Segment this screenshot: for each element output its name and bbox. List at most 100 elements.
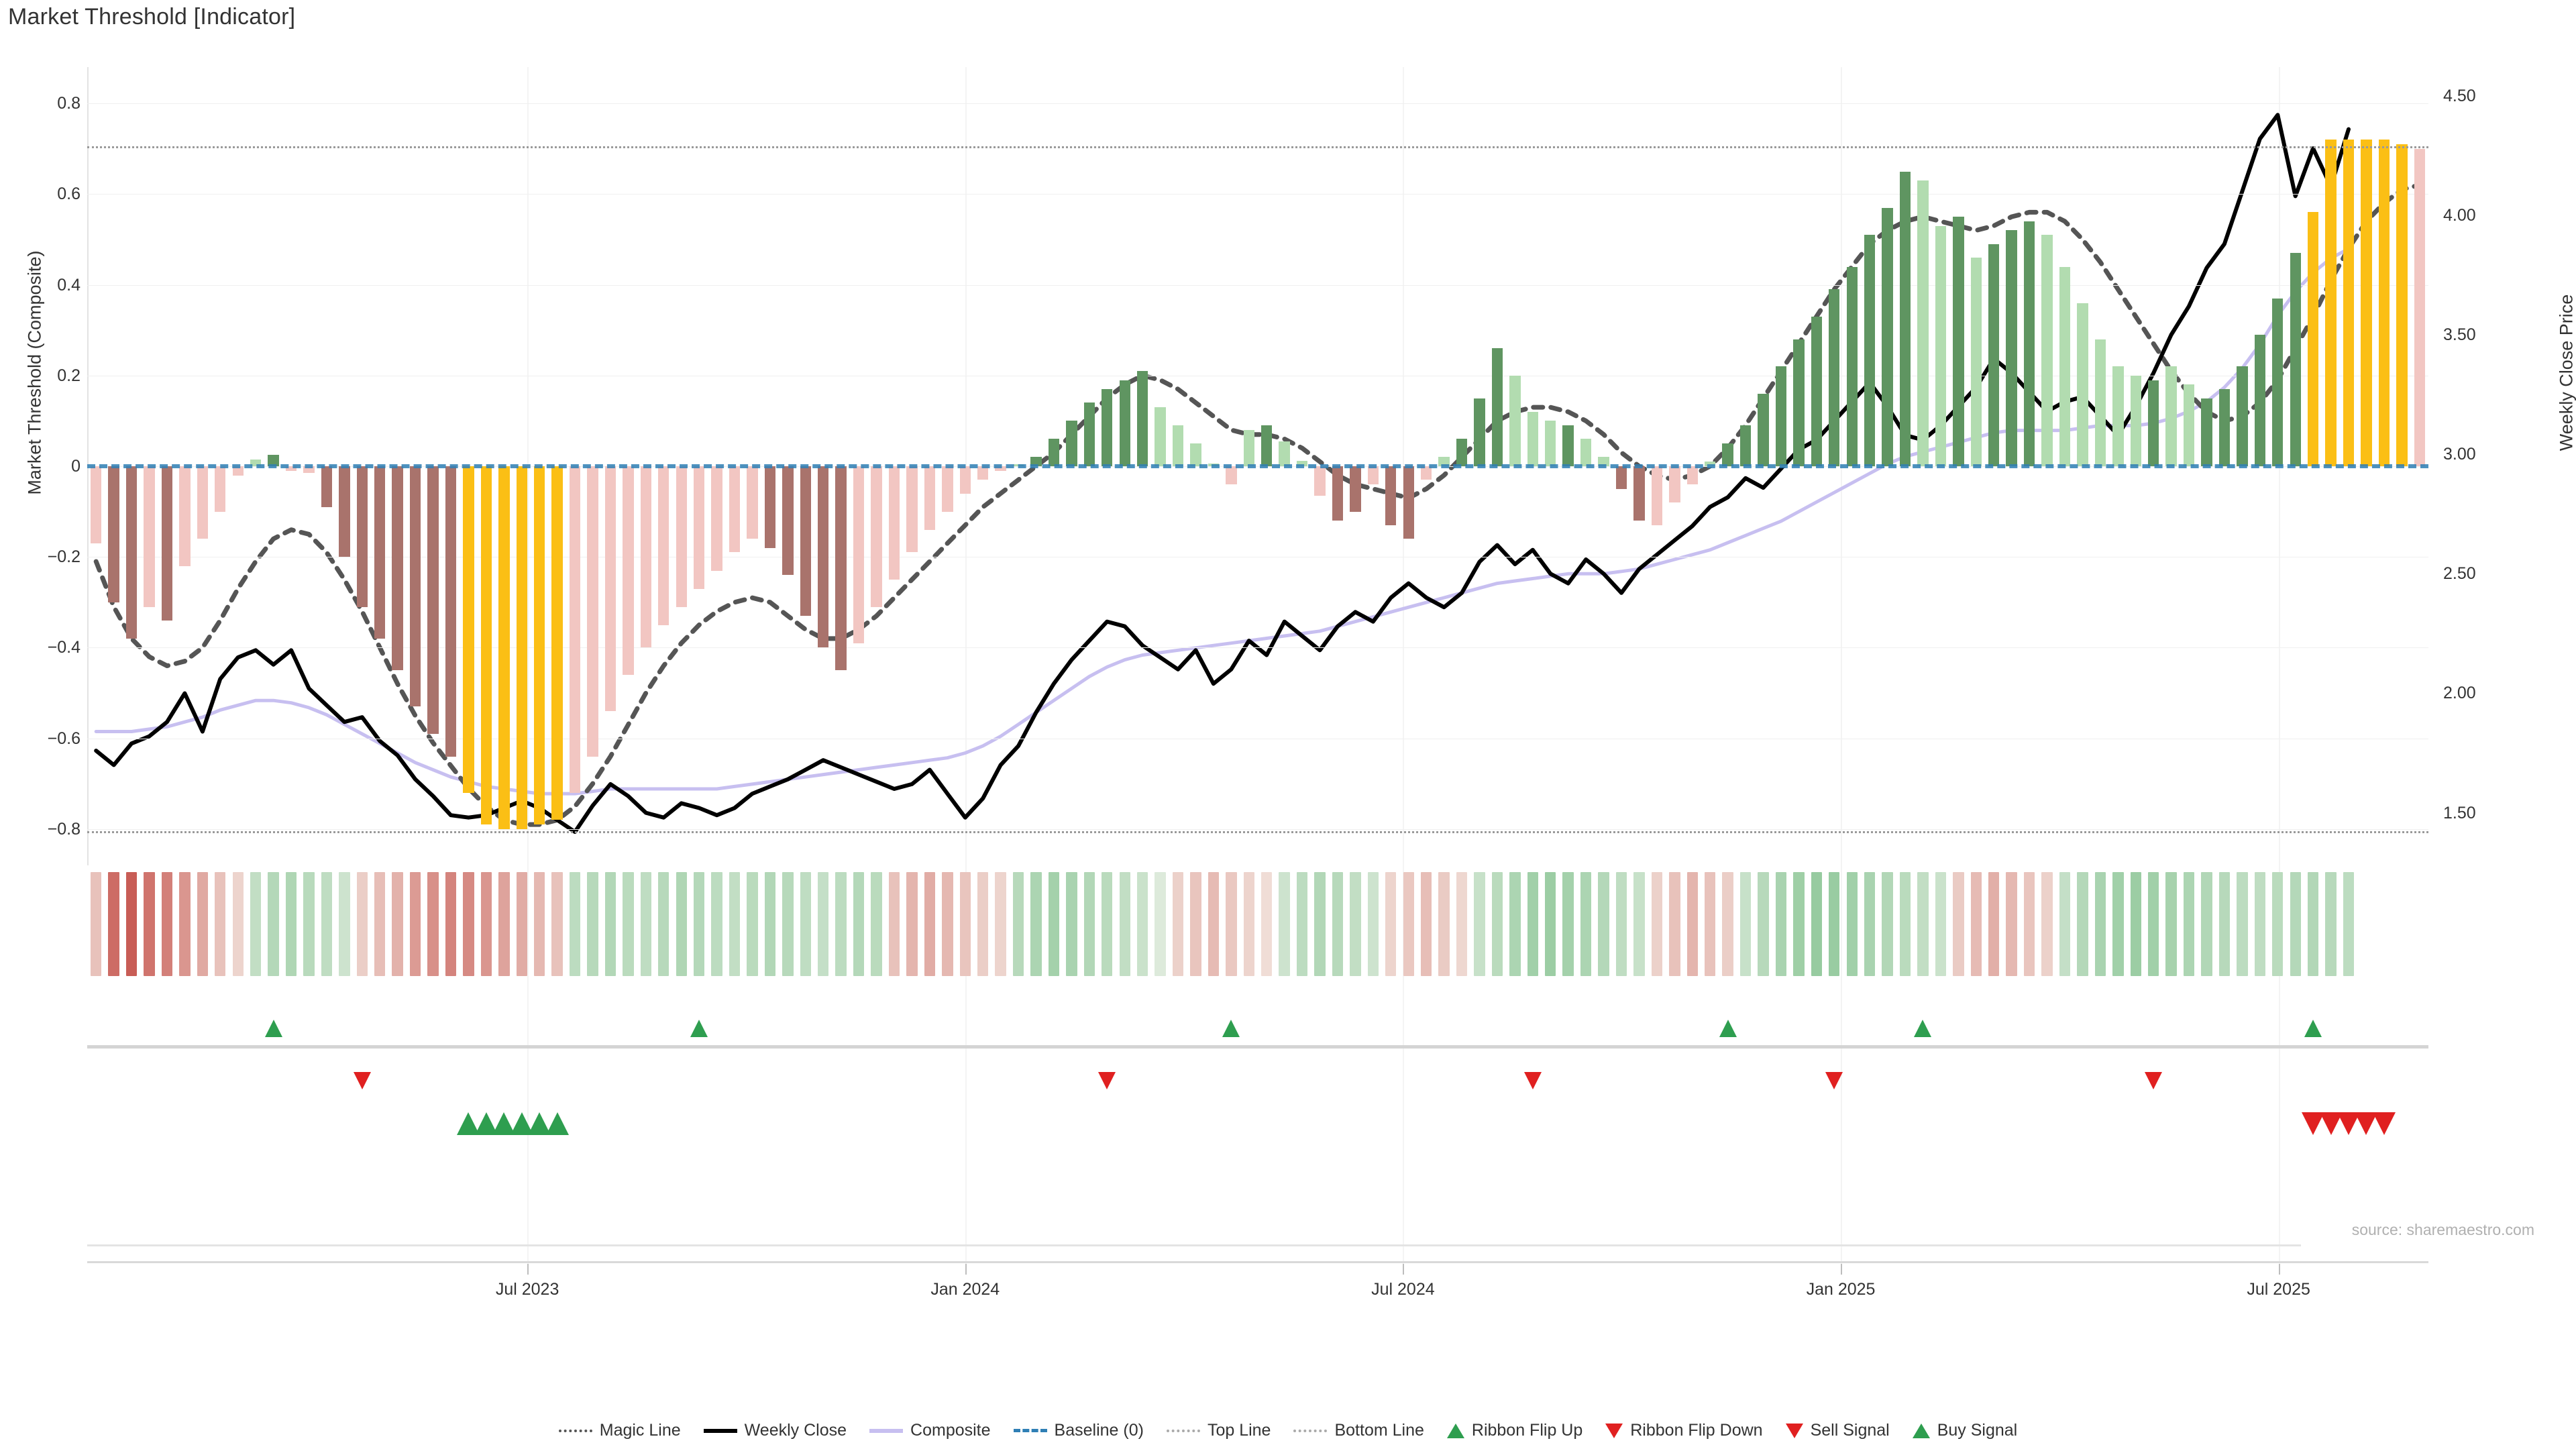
ribbon-cell[interactable]: [1136, 872, 1148, 976]
histogram-bar[interactable]: [1953, 217, 1964, 466]
ribbon-cell[interactable]: [2130, 872, 2141, 976]
histogram-bar[interactable]: [1580, 439, 1592, 466]
histogram-bar[interactable]: [782, 466, 794, 576]
histogram-bar[interactable]: [623, 466, 634, 676]
ribbon-cell[interactable]: [2343, 872, 2355, 976]
histogram-bar[interactable]: [268, 455, 279, 466]
ribbon-cell[interactable]: [480, 872, 492, 976]
ribbon-cell[interactable]: [2006, 872, 2017, 976]
ribbon-cell[interactable]: [1829, 872, 1840, 976]
histogram-bar[interactable]: [1030, 457, 1042, 466]
ribbon-cell[interactable]: [1030, 872, 1042, 976]
ribbon-cell[interactable]: [1102, 872, 1113, 976]
histogram-bar[interactable]: [1048, 439, 1060, 466]
ribbon-cell[interactable]: [356, 872, 368, 976]
ribbon-flip-down-marker[interactable]: [2145, 1072, 2163, 1089]
ribbon-cell[interactable]: [995, 872, 1006, 976]
ribbon-cell[interactable]: [1686, 872, 1698, 976]
histogram-bar[interactable]: [1705, 462, 1716, 466]
ribbon-flip-down-marker[interactable]: [353, 1072, 371, 1089]
histogram-bar[interactable]: [587, 466, 598, 757]
histogram-bar[interactable]: [640, 466, 652, 648]
ribbon-cell[interactable]: [91, 872, 102, 976]
histogram-bar[interactable]: [1686, 466, 1698, 485]
ribbon-cell[interactable]: [871, 872, 882, 976]
histogram-bar[interactable]: [2094, 339, 2106, 466]
histogram-bar[interactable]: [516, 466, 527, 829]
histogram-bar[interactable]: [1527, 411, 1538, 466]
ribbon-flip-up-marker[interactable]: [2304, 1020, 2322, 1037]
histogram-bar[interactable]: [2183, 384, 2195, 466]
ribbon-cell[interactable]: [1509, 872, 1521, 976]
ribbon-cell[interactable]: [693, 872, 705, 976]
legend-item[interactable]: Buy Signal: [1912, 1421, 2017, 1440]
histogram-bar[interactable]: [924, 466, 936, 530]
legend-item[interactable]: Sell Signal: [1785, 1421, 1890, 1440]
histogram-bar[interactable]: [2165, 366, 2177, 466]
legend-item[interactable]: Composite: [869, 1421, 991, 1440]
histogram-bar[interactable]: [498, 466, 510, 829]
histogram-bar[interactable]: [1935, 225, 1947, 466]
ribbon-cell[interactable]: [321, 872, 333, 976]
ribbon-cell[interactable]: [125, 872, 138, 976]
ribbon-flip-up-marker[interactable]: [690, 1020, 708, 1037]
ribbon-cell[interactable]: [604, 872, 616, 976]
histogram-bar[interactable]: [1367, 466, 1379, 485]
histogram-bar[interactable]: [1899, 171, 1911, 466]
ribbon-cell[interactable]: [2237, 872, 2248, 976]
ribbon-cell[interactable]: [1066, 872, 1077, 976]
histogram-bar[interactable]: [1403, 466, 1414, 539]
histogram-bar[interactable]: [1438, 457, 1450, 466]
ribbon-cell[interactable]: [2112, 872, 2124, 976]
ribbon-cell[interactable]: [1917, 872, 1929, 976]
ribbon-cell[interactable]: [1048, 872, 1060, 976]
ribbon-cell[interactable]: [1615, 872, 1627, 976]
ribbon-cell[interactable]: [1598, 872, 1609, 976]
ribbon-flip-up-marker[interactable]: [264, 1020, 282, 1037]
ribbon-cell[interactable]: [640, 872, 652, 976]
histogram-bar[interactable]: [480, 466, 492, 825]
ribbon-cell[interactable]: [1953, 872, 1964, 976]
histogram-bar[interactable]: [888, 466, 900, 580]
histogram-bar[interactable]: [1562, 425, 1574, 466]
ribbon-cell[interactable]: [1988, 872, 2000, 976]
histogram-bar[interactable]: [1509, 375, 1521, 466]
ribbon-cell[interactable]: [1793, 872, 1805, 976]
histogram-bar[interactable]: [250, 459, 262, 466]
histogram-bar[interactable]: [356, 466, 368, 607]
histogram-bar[interactable]: [463, 466, 474, 793]
ribbon-cell[interactable]: [1705, 872, 1716, 976]
ribbon-cell[interactable]: [1296, 872, 1308, 976]
histogram-bar[interactable]: [534, 466, 545, 825]
histogram-bar[interactable]: [1066, 421, 1077, 466]
ribbon-cell[interactable]: [108, 872, 119, 976]
ribbon-cell[interactable]: [516, 872, 527, 976]
ribbon-cell[interactable]: [1350, 872, 1361, 976]
ribbon-cell[interactable]: [215, 872, 226, 976]
histogram-bar[interactable]: [392, 466, 403, 671]
histogram-bar[interactable]: [2006, 230, 2017, 466]
ribbon-cell[interactable]: [1190, 872, 1201, 976]
ribbon-flip-down-marker[interactable]: [1825, 1072, 1843, 1089]
histogram-bar[interactable]: [604, 466, 616, 712]
ribbon-flip-up-marker[interactable]: [1222, 1020, 1240, 1037]
histogram-bar[interactable]: [747, 466, 758, 539]
ribbon-cell[interactable]: [374, 872, 386, 976]
histogram-bar[interactable]: [764, 466, 776, 548]
histogram-bar[interactable]: [2378, 140, 2390, 466]
histogram-bar[interactable]: [1846, 266, 1858, 466]
ribbon-cell[interactable]: [729, 872, 741, 976]
ribbon-cell[interactable]: [1438, 872, 1450, 976]
ribbon-cell[interactable]: [1279, 872, 1290, 976]
ribbon-cell[interactable]: [445, 872, 457, 976]
histogram-bar[interactable]: [995, 466, 1006, 471]
histogram-bar[interactable]: [658, 466, 669, 625]
ribbon-cell[interactable]: [232, 872, 244, 976]
histogram-bar[interactable]: [2361, 140, 2372, 466]
histogram-bar[interactable]: [693, 466, 705, 589]
ribbon-cell[interactable]: [782, 872, 794, 976]
ribbon-cell[interactable]: [1899, 872, 1911, 976]
ribbon-cell[interactable]: [197, 872, 209, 976]
ribbon-cell[interactable]: [906, 872, 918, 976]
histogram-bar[interactable]: [2237, 366, 2248, 466]
